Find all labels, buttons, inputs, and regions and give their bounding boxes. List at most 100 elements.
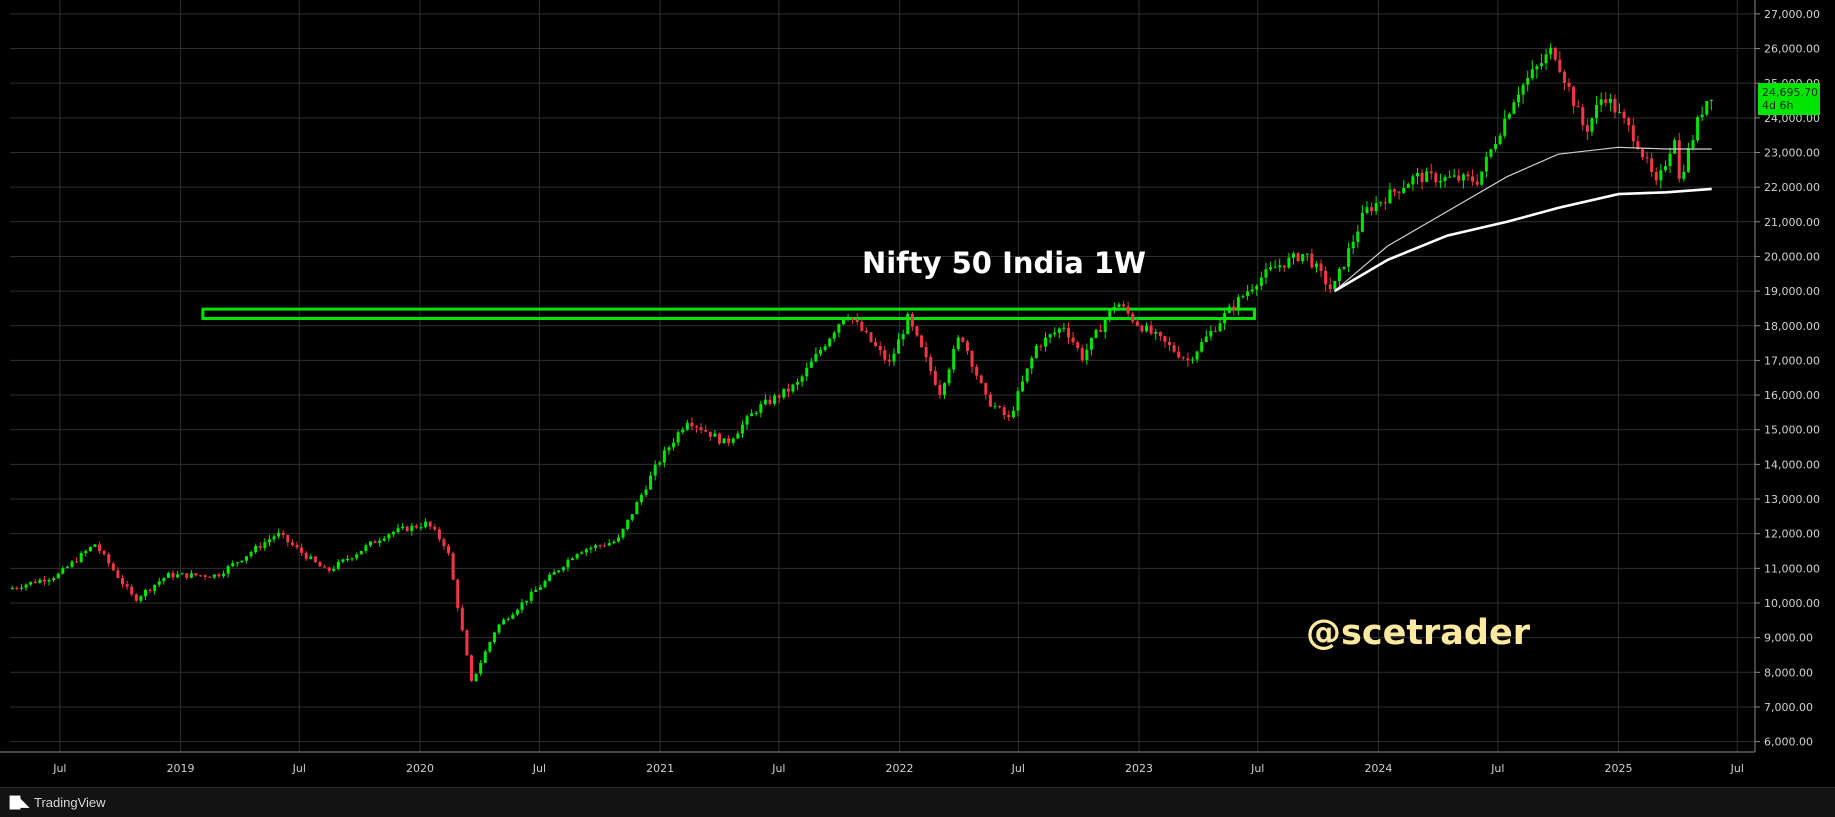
candle-body — [841, 319, 845, 325]
candle-body — [189, 573, 193, 578]
candle-body — [1663, 166, 1667, 171]
y-tick-label: 11,000.00 — [1764, 562, 1820, 575]
candle-body — [745, 416, 749, 425]
candle-body — [837, 324, 841, 333]
y-tick-label: 20,000.00 — [1764, 250, 1820, 263]
candle-body — [1094, 329, 1098, 338]
candle-body — [571, 558, 575, 561]
candle-body — [231, 563, 235, 567]
footer-bar: ▇◣ TradingView — [0, 787, 1835, 817]
candle-body — [176, 574, 180, 578]
candle-body — [1654, 171, 1658, 181]
candle-body — [1572, 87, 1576, 107]
candle-body — [580, 552, 584, 554]
candle-body — [139, 596, 143, 601]
candle-body — [575, 553, 579, 559]
x-tick-label: Jul — [1250, 762, 1264, 775]
candle-body — [1328, 284, 1332, 290]
bar-countdown: 4d 6h — [1762, 99, 1794, 112]
y-tick-label: 21,000.00 — [1764, 216, 1820, 229]
candle-body — [786, 388, 790, 392]
candle-body — [272, 536, 276, 540]
candle-body — [561, 567, 565, 571]
candle-body — [809, 361, 813, 368]
candle-body — [975, 366, 979, 376]
candle-body — [1250, 289, 1254, 292]
candle-body — [1402, 187, 1406, 193]
candle-body — [860, 321, 864, 331]
candle-body — [607, 543, 611, 546]
candle-body — [1007, 415, 1011, 418]
candle-body — [1521, 84, 1525, 95]
candlestick-chart: 6,000.00 7,000.00 8,000.00 9,000.00 10,000.0… — [0, 0, 1820, 775]
candle-body — [447, 546, 451, 554]
candle-body — [800, 376, 804, 382]
candle-body — [1011, 410, 1015, 418]
candle-body — [897, 339, 901, 354]
candle-body — [883, 350, 887, 360]
candle-body — [773, 395, 777, 404]
candle-body — [805, 367, 809, 377]
candle-body — [1365, 207, 1369, 213]
candle-body — [502, 619, 506, 625]
candle-body — [1204, 336, 1208, 342]
candle-body — [419, 527, 423, 529]
candle-body — [1034, 345, 1038, 358]
axes: 6,000.00 7,000.00 8,000.00 9,000.00 10,000.0… — [0, 0, 1820, 775]
candle-body — [194, 573, 198, 576]
candle-body — [603, 545, 607, 547]
x-tick-label: Jul — [1490, 762, 1504, 775]
candle-body — [915, 326, 919, 336]
y-tick-label: 8,000.00 — [1764, 666, 1813, 679]
candle-body — [1475, 181, 1479, 185]
candle-body — [1374, 203, 1378, 212]
candle-body — [249, 552, 253, 557]
candle-body — [1246, 291, 1250, 296]
candle-body — [851, 318, 855, 320]
candle-body — [1154, 331, 1158, 334]
candle-body — [1618, 111, 1622, 113]
candle-body — [1553, 47, 1557, 60]
candle-body — [1604, 99, 1608, 103]
candle-body — [832, 332, 836, 339]
candle-body — [1186, 358, 1190, 361]
candle-body — [998, 406, 1002, 408]
candle-body — [1562, 71, 1566, 83]
candle-body — [1259, 277, 1263, 286]
candle-body — [171, 572, 175, 578]
candle-body — [1232, 306, 1236, 310]
candle-body — [534, 589, 538, 592]
y-tick-label: 9,000.00 — [1764, 632, 1813, 645]
candle-body — [47, 579, 51, 582]
candle-body — [396, 528, 400, 533]
candle-body — [814, 353, 818, 362]
candle-body — [1126, 306, 1130, 314]
candle-body — [405, 526, 409, 532]
candle-body — [1443, 176, 1447, 182]
y-tick-label: 14,000.00 — [1764, 458, 1820, 471]
candle-body — [933, 371, 937, 385]
candle-body — [1360, 212, 1364, 232]
candle-body — [1636, 141, 1640, 150]
moving-averages — [1333, 146, 1712, 293]
candle-body — [1576, 106, 1580, 108]
candle-body — [846, 318, 850, 320]
candle-body — [401, 526, 405, 529]
tradingview-brand[interactable]: ▇◣ TradingView — [10, 794, 106, 810]
candle-body — [474, 673, 478, 682]
candle-body — [942, 383, 946, 395]
candle-body — [878, 346, 882, 351]
candle-body — [1705, 101, 1709, 115]
candle-body — [226, 566, 230, 574]
candle-body — [1030, 357, 1034, 369]
candle-body — [695, 426, 699, 428]
candle-body — [1627, 118, 1631, 126]
candle-body — [368, 541, 372, 546]
x-tick-label: Jul — [52, 762, 66, 775]
candle-body — [153, 584, 157, 591]
candle-body — [584, 549, 588, 553]
x-tick-label: 2021 — [646, 762, 674, 775]
candle-body — [424, 521, 428, 528]
candle-body — [717, 433, 721, 444]
candle-body — [658, 462, 662, 465]
